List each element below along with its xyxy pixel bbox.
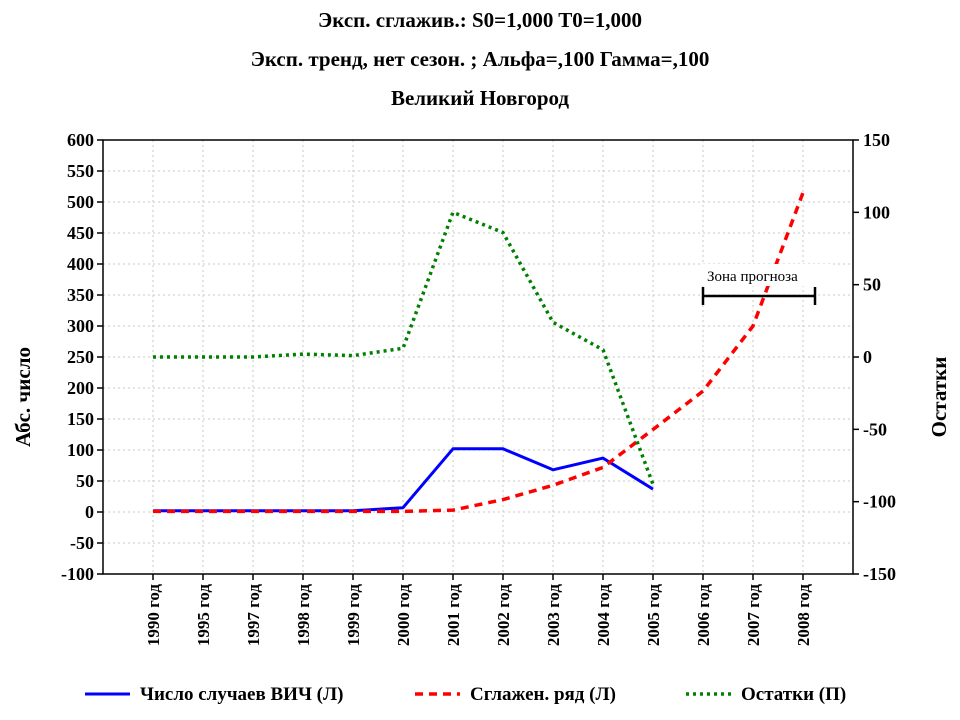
left-tick-label: 450: [67, 223, 94, 243]
right-tick-label: 50: [863, 275, 881, 295]
x-tick-label: 2004 год: [594, 584, 613, 647]
x-tick-label: 2001 год: [444, 584, 463, 647]
left-axis-title: Абс. число: [11, 347, 35, 447]
x-tick-label: 2005 год: [644, 584, 663, 647]
x-tick-label: 1995 год: [194, 584, 213, 647]
left-tick-label: 350: [67, 285, 94, 305]
x-tick-label: 1998 год: [294, 584, 313, 647]
right-axis-ticks: -150 -100 -50 0 50 100 150: [853, 130, 896, 584]
right-tick-label: 150: [863, 130, 890, 150]
left-tick-label: 550: [67, 161, 94, 181]
x-tick-label: 2002 год: [494, 584, 513, 647]
x-tick-label: 2003 год: [544, 584, 563, 647]
x-tick-label: 1990 год: [144, 584, 163, 647]
x-axis-ticks: 1990 год 1995 год 1997 год 1998 год 1999 год…: [144, 574, 813, 646]
forecast-zone-annotation: Зона прогноза: [701, 264, 831, 305]
left-tick-label: 150: [67, 409, 94, 429]
series-line-3: [153, 210, 655, 485]
x-tick-label: 2000 год: [394, 584, 413, 647]
left-tick-label: 0: [85, 502, 94, 522]
chart-title-line-1: Эксп. сглажив.: S0=1,000 T0=1,000: [318, 8, 642, 32]
left-tick-label: 250: [67, 347, 94, 367]
chart-title-line-2: Эксп. тренд, нет сезон. ; Альфа=,100 Гам…: [250, 47, 710, 71]
series-line-1: [153, 447, 654, 513]
right-tick-label: -50: [863, 419, 887, 439]
legend-label-3: Остатки (П): [741, 684, 846, 705]
x-tick-label: 2007 год: [744, 584, 763, 647]
left-tick-label: 500: [67, 192, 94, 212]
right-tick-label: -100: [863, 492, 896, 512]
legend-label-2: Сглажен. ряд (Л): [470, 684, 616, 705]
grid-lines: [103, 139, 853, 575]
x-tick-label: 2008 год: [794, 584, 813, 647]
series-layer: [153, 192, 805, 514]
legend: Число случаев ВИЧ (Л) Сглажен. ряд (Л) Ост…: [85, 684, 846, 705]
left-tick-label: 400: [67, 254, 94, 274]
left-tick-label: 200: [67, 378, 94, 398]
right-tick-label: -150: [863, 564, 896, 584]
left-tick-label: 50: [76, 471, 94, 491]
forecast-zone-label: Зона прогноза: [707, 269, 798, 285]
left-tick-label: 600: [67, 130, 94, 150]
x-tick-label: 2006 год: [694, 584, 713, 647]
chart-title-line-3: Великий Новгород: [390, 86, 570, 110]
left-tick-label: -100: [61, 564, 94, 584]
right-axis-title: Остатки: [927, 357, 951, 438]
right-tick-label: 100: [863, 202, 890, 222]
x-tick-label: 1997 год: [244, 584, 263, 647]
annotation-label-bg: [701, 264, 831, 286]
series-line-2: [153, 192, 805, 514]
left-tick-label: 300: [67, 316, 94, 336]
left-axis-ticks: -100 -50 0 50 100 150 200 250 300 350 400 450 500 550…: [61, 130, 103, 584]
x-tick-label: 1999 год: [344, 584, 363, 647]
right-tick-label: 0: [863, 347, 872, 367]
legend-label-1: Число случаев ВИЧ (Л): [140, 684, 343, 705]
left-tick-label: 100: [67, 440, 94, 460]
left-tick-label: -50: [70, 533, 94, 553]
